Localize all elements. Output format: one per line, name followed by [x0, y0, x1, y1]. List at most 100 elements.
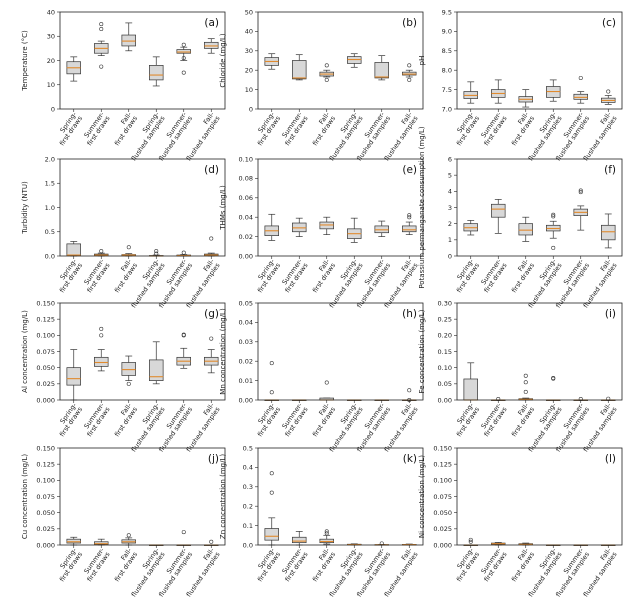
box-4 — [149, 341, 164, 385]
outlier-point — [468, 537, 473, 542]
y-tick-label: 0 — [249, 105, 253, 113]
x-tick-label: Fall-first draws — [107, 110, 139, 147]
y-tick-label: 0.125 — [36, 460, 55, 468]
y-axis-label: pH — [418, 56, 426, 66]
x-tick-label: Spring-first draws — [52, 401, 84, 438]
outlier-point — [551, 212, 556, 217]
plot-frame — [456, 302, 623, 401]
x-tick-label: Fall-first draws — [107, 546, 139, 583]
x-tick-label: Fall-first draws — [107, 257, 139, 294]
y-tick-label: 0.02 — [239, 233, 253, 241]
panel-b: 0 10 20 30 40 50 Chloride (mg/L) (b) Spring-firs… — [219, 8, 424, 163]
box-6 — [402, 63, 417, 82]
y-tick-label: 0.025 — [433, 525, 452, 533]
box-5 — [573, 75, 588, 104]
x-tick-label: Summer-first draws — [477, 110, 509, 147]
box-2 — [491, 79, 506, 104]
y-tick-label: 30 — [47, 33, 55, 41]
y-tick-label: 1.0 — [45, 204, 55, 212]
iqr-box — [601, 224, 616, 241]
x-tick-label: Summer-first draws — [278, 257, 310, 294]
outlier-point — [269, 390, 274, 395]
y-tick-label: 0.075 — [36, 348, 55, 356]
box-1 — [463, 220, 478, 236]
y-tick-label: 2.0 — [45, 155, 55, 163]
y-axis-label: Mn concentration (mg/L) — [219, 308, 227, 395]
iqr-box — [292, 60, 307, 80]
x-tick-label: Fall-first draws — [305, 401, 337, 438]
plot-frame — [59, 447, 226, 546]
panel-l: 0.000 0.025 0.050 0.075 0.100 0.125 0.150 Ni co… — [418, 444, 623, 599]
y-tick-label: 4 — [448, 188, 452, 196]
plot-frame — [257, 158, 424, 257]
y-tick-label: 0.2 — [243, 503, 253, 511]
y-tick-label: 0.3 — [243, 483, 253, 491]
panel-label: (l) — [605, 453, 616, 465]
y-tick-label: 8.0 — [442, 67, 452, 75]
box-1 — [463, 81, 478, 104]
iqr-box — [491, 203, 506, 218]
x-tick-label: Summer-first draws — [278, 110, 310, 147]
y-tick-label: 0.15 — [438, 348, 452, 356]
box-6 — [204, 336, 219, 374]
y-tick-label: 0.000 — [433, 541, 452, 549]
y-tick-label: 3 — [448, 204, 452, 212]
box-2 — [94, 326, 109, 372]
box-5 — [176, 332, 191, 369]
y-tick-label: 0.050 — [36, 364, 55, 372]
outlier-point — [99, 64, 104, 69]
box-6 — [402, 213, 417, 236]
iqr-box — [66, 367, 81, 386]
x-tick-label: Spring-first draws — [449, 546, 481, 583]
outlier-point — [468, 539, 473, 544]
box-1 — [66, 56, 81, 82]
x-tick-label: Summer-first draws — [80, 257, 112, 294]
box-3 — [518, 89, 533, 108]
outlier-point — [181, 250, 186, 255]
box-3 — [121, 245, 136, 257]
x-tick-label: Fall-first draws — [305, 546, 337, 583]
box-2 — [292, 217, 307, 237]
box-1 — [264, 213, 279, 241]
box-3 — [319, 529, 334, 545]
box-4 — [546, 79, 561, 102]
box-3 — [319, 63, 334, 82]
y-tick-label: 5 — [448, 171, 452, 179]
box-2 — [292, 531, 307, 546]
outlier-point — [324, 77, 329, 82]
y-tick-label: 0.000 — [36, 396, 55, 404]
x-tick-label: Fall-first draws — [107, 401, 139, 438]
x-tick-label: Spring-first draws — [250, 546, 282, 583]
box-6 — [601, 213, 616, 249]
y-axis-label: Turbidity (NTU) — [21, 181, 29, 235]
x-tick-label: Summer-first draws — [278, 546, 310, 583]
outlier-point — [523, 380, 528, 385]
y-tick-label: 0.01 — [239, 377, 253, 385]
box-3 — [518, 373, 533, 401]
y-tick-label: 40 — [47, 8, 55, 16]
iqr-box — [292, 536, 307, 544]
panel-label: (h) — [402, 308, 417, 320]
outlier-point — [181, 530, 186, 535]
box-1 — [264, 471, 279, 546]
x-tick-label: Fall-first draws — [504, 110, 536, 147]
box-1 — [463, 362, 478, 401]
box-2 — [94, 22, 109, 69]
iqr-box — [94, 356, 109, 367]
outlier-point — [551, 245, 556, 250]
box-5 — [573, 188, 588, 231]
box-1 — [66, 536, 81, 546]
y-tick-label: 0.08 — [239, 175, 253, 183]
iqr-box — [319, 538, 334, 544]
box-4 — [347, 53, 362, 68]
panel-e: 0.00 0.02 0.04 0.06 0.08 0.10 THMs (mg/L) (e) Sp… — [219, 155, 424, 310]
y-tick-label: 0.05 — [438, 380, 452, 388]
y-tick-label: 6 — [448, 155, 452, 163]
box-3 — [121, 355, 136, 386]
box-2 — [491, 199, 506, 234]
plot-frame — [456, 11, 623, 110]
box-4 — [149, 56, 164, 87]
iqr-box — [121, 34, 136, 47]
y-tick-label: 0.5 — [45, 228, 55, 236]
outlier-point — [181, 70, 186, 75]
